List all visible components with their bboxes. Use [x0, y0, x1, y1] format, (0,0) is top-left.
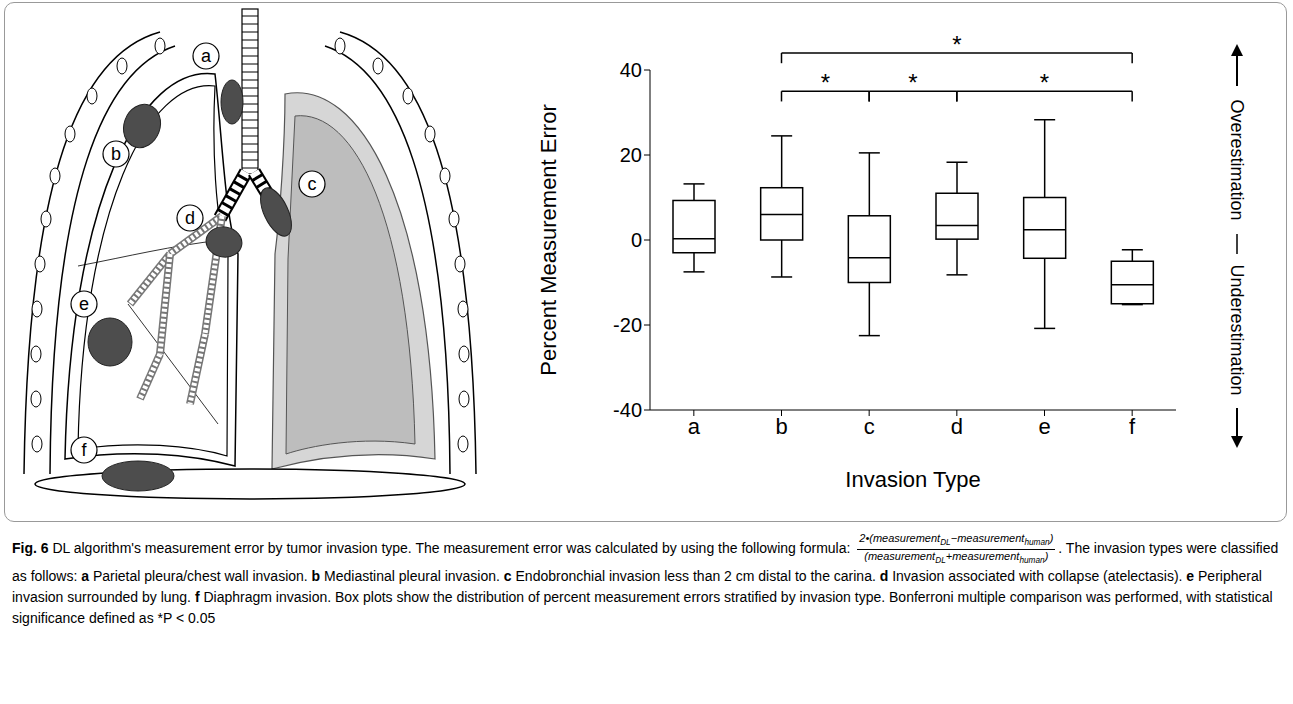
svg-text:d: d [185, 208, 195, 228]
svg-text:e: e [79, 294, 89, 314]
svg-text:b: b [111, 144, 121, 164]
svg-text:*: * [1040, 69, 1049, 96]
svg-text:Invasion Type: Invasion Type [845, 467, 980, 492]
svg-text:a: a [201, 46, 212, 66]
svg-text:0: 0 [631, 229, 642, 251]
svg-text:Percent Measurement Error: Percent Measurement Error [536, 104, 561, 375]
html-text:. The invasion types were clas: . The invasion types were classified as … [12, 539, 1279, 626]
html-text:(measurementDL+measurementhuma: (measurementDL+measurementhuman) [864, 549, 1049, 565]
svg-text:Overestimation: Overestimation [1227, 99, 1247, 220]
svg-text:20: 20 [620, 144, 642, 166]
html-text:2•(measurementDL−measurementhu: 2•(measurementDL−measurementhuman) [859, 532, 1054, 548]
svg-text:f: f [1129, 414, 1136, 439]
svg-text:c: c [308, 174, 317, 194]
svg-text:e: e [1038, 414, 1050, 439]
svg-text:c: c [864, 414, 875, 439]
svg-text:40: 40 [620, 59, 642, 81]
svg-text:-20: -20 [613, 314, 642, 336]
svg-text:*: * [821, 69, 830, 96]
svg-text:Underestimation: Underestimation [1227, 264, 1247, 395]
html-text:Fig. 6 DL algorithm's measurem: Fig. 6 DL algorithm's measurement error … [12, 539, 851, 556]
svg-text:*: * [908, 69, 917, 96]
svg-text:b: b [775, 414, 787, 439]
svg-text:f: f [81, 440, 87, 460]
svg-text:-40: -40 [613, 399, 642, 421]
svg-text:d: d [951, 414, 963, 439]
svg-text:*: * [952, 31, 961, 58]
svg-text:a: a [688, 414, 701, 439]
